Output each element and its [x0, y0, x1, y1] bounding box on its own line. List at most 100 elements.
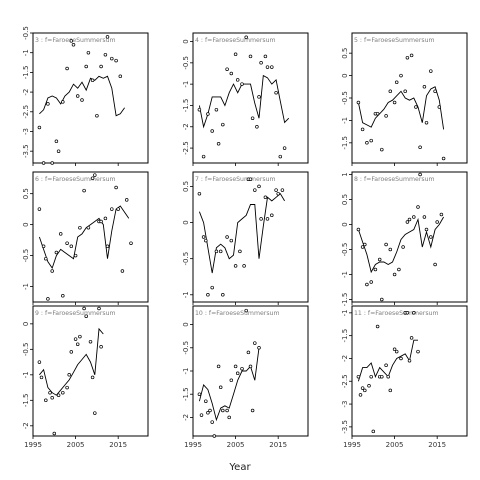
- y-tick-label: -1: [22, 371, 30, 378]
- data-point: [114, 185, 118, 190]
- panel-9: 11 : f=FaroeseSummersum -3.5 -3 -2.5 -2 -1.5 -…: [341, 305, 468, 449]
- data-point: [50, 396, 54, 400]
- panel-frame: [32, 171, 149, 303]
- series-line: [198, 347, 260, 422]
- data-point: [75, 342, 80, 346]
- panel-2: 6 : f=FaroeseSummersum -1 -0.5 0 0.5: [22, 171, 149, 305]
- data-point: [216, 142, 221, 146]
- y-tick-label: -3.5: [22, 144, 30, 158]
- data-point: [69, 350, 74, 354]
- panel-7: 5 : f=FaroeseSummersum -1.5 -1 -0.5 0 0.5: [341, 32, 468, 166]
- data-point: [399, 356, 403, 361]
- data-point: [73, 337, 78, 341]
- data-point: [407, 217, 412, 222]
- data-point: [199, 413, 204, 417]
- panel-frame: [32, 32, 149, 164]
- data-point: [44, 256, 48, 261]
- data-point: [48, 390, 52, 395]
- y-tick-label: 0.5: [182, 181, 190, 192]
- data-point: [105, 35, 110, 39]
- panel-8: 8 : f=FaroeseSummersum -1.5 -1 -0.5 0 0.5 1: [341, 171, 468, 306]
- data-point: [52, 431, 57, 436]
- data-point: [44, 398, 48, 403]
- data-point: [93, 173, 97, 177]
- data-point: [265, 217, 270, 221]
- data-point: [439, 212, 444, 217]
- y-tick-label: -3: [22, 128, 30, 135]
- data-point: [365, 141, 369, 145]
- series-line: [39, 327, 104, 396]
- panel-frame: [351, 32, 468, 164]
- y-tick-label: -0.5: [341, 91, 349, 105]
- data-point: [394, 349, 399, 354]
- panel-strip-label: 3 : f=FaroeseSummersum: [35, 37, 116, 44]
- data-point: [97, 306, 101, 311]
- data-point: [384, 363, 388, 368]
- data-point: [257, 184, 261, 189]
- panel-frame: [192, 171, 309, 303]
- y-tick-label: -0.5: [182, 252, 190, 266]
- data-point: [388, 89, 393, 94]
- y-tick-label: -0.5: [341, 243, 349, 257]
- data-point: [197, 191, 202, 196]
- data-point: [103, 216, 108, 221]
- data-point: [54, 139, 59, 144]
- series-line: [39, 75, 125, 117]
- panel-frame: [32, 305, 149, 437]
- data-point: [86, 50, 91, 55]
- panel-frame: [192, 32, 309, 164]
- data-point: [360, 245, 365, 249]
- data-point: [399, 73, 403, 78]
- y-tick-label: 0.5: [341, 48, 349, 59]
- data-point: [65, 241, 69, 245]
- x-tick-label: 1995: [24, 441, 42, 449]
- data-point: [233, 264, 238, 268]
- panel-frame: [351, 171, 468, 303]
- y-tick-label: -0.5: [22, 26, 30, 40]
- series-line: [357, 86, 445, 130]
- y-tick-label: 0: [182, 220, 190, 224]
- data-point: [270, 213, 274, 218]
- data-point: [363, 388, 367, 393]
- data-point: [437, 105, 442, 109]
- data-point: [424, 227, 429, 232]
- data-point: [61, 294, 65, 298]
- data-point: [206, 112, 210, 116]
- y-tick-label: -2.5: [341, 374, 349, 388]
- data-point: [358, 393, 363, 397]
- data-point: [360, 386, 365, 390]
- data-point: [240, 82, 244, 86]
- data-point: [233, 52, 238, 57]
- data-point: [274, 90, 278, 95]
- data-point: [201, 154, 206, 159]
- data-point: [197, 107, 202, 112]
- data-point: [58, 232, 63, 236]
- y-tick-label: 0: [22, 322, 30, 326]
- data-point: [433, 262, 437, 267]
- x-tick-label: 1995: [184, 441, 202, 449]
- data-point: [210, 420, 214, 424]
- panel-5: 7 : f=FaroeseSummersum -1 -0.5 0 0.5: [182, 171, 309, 305]
- data-point: [380, 374, 384, 379]
- data-point: [82, 306, 86, 311]
- data-point: [201, 235, 206, 239]
- data-point: [394, 80, 399, 85]
- y-tick-label: -2: [22, 422, 30, 429]
- x-tick-label: 2015: [109, 441, 127, 449]
- data-point: [409, 336, 414, 340]
- data-point: [422, 85, 427, 89]
- data-point: [221, 293, 225, 297]
- data-point: [367, 384, 371, 388]
- data-point: [263, 195, 268, 200]
- data-point: [371, 429, 376, 434]
- data-point: [282, 146, 287, 150]
- data-point: [212, 434, 217, 438]
- data-point: [235, 78, 240, 82]
- y-tick-label: 0.5: [22, 188, 30, 199]
- y-tick-label: 1: [341, 172, 349, 176]
- data-point: [392, 272, 397, 277]
- y-tick-label: 0: [182, 39, 190, 43]
- y-tick-label: -0.5: [182, 341, 190, 355]
- data-point: [71, 43, 76, 47]
- data-point: [418, 145, 422, 150]
